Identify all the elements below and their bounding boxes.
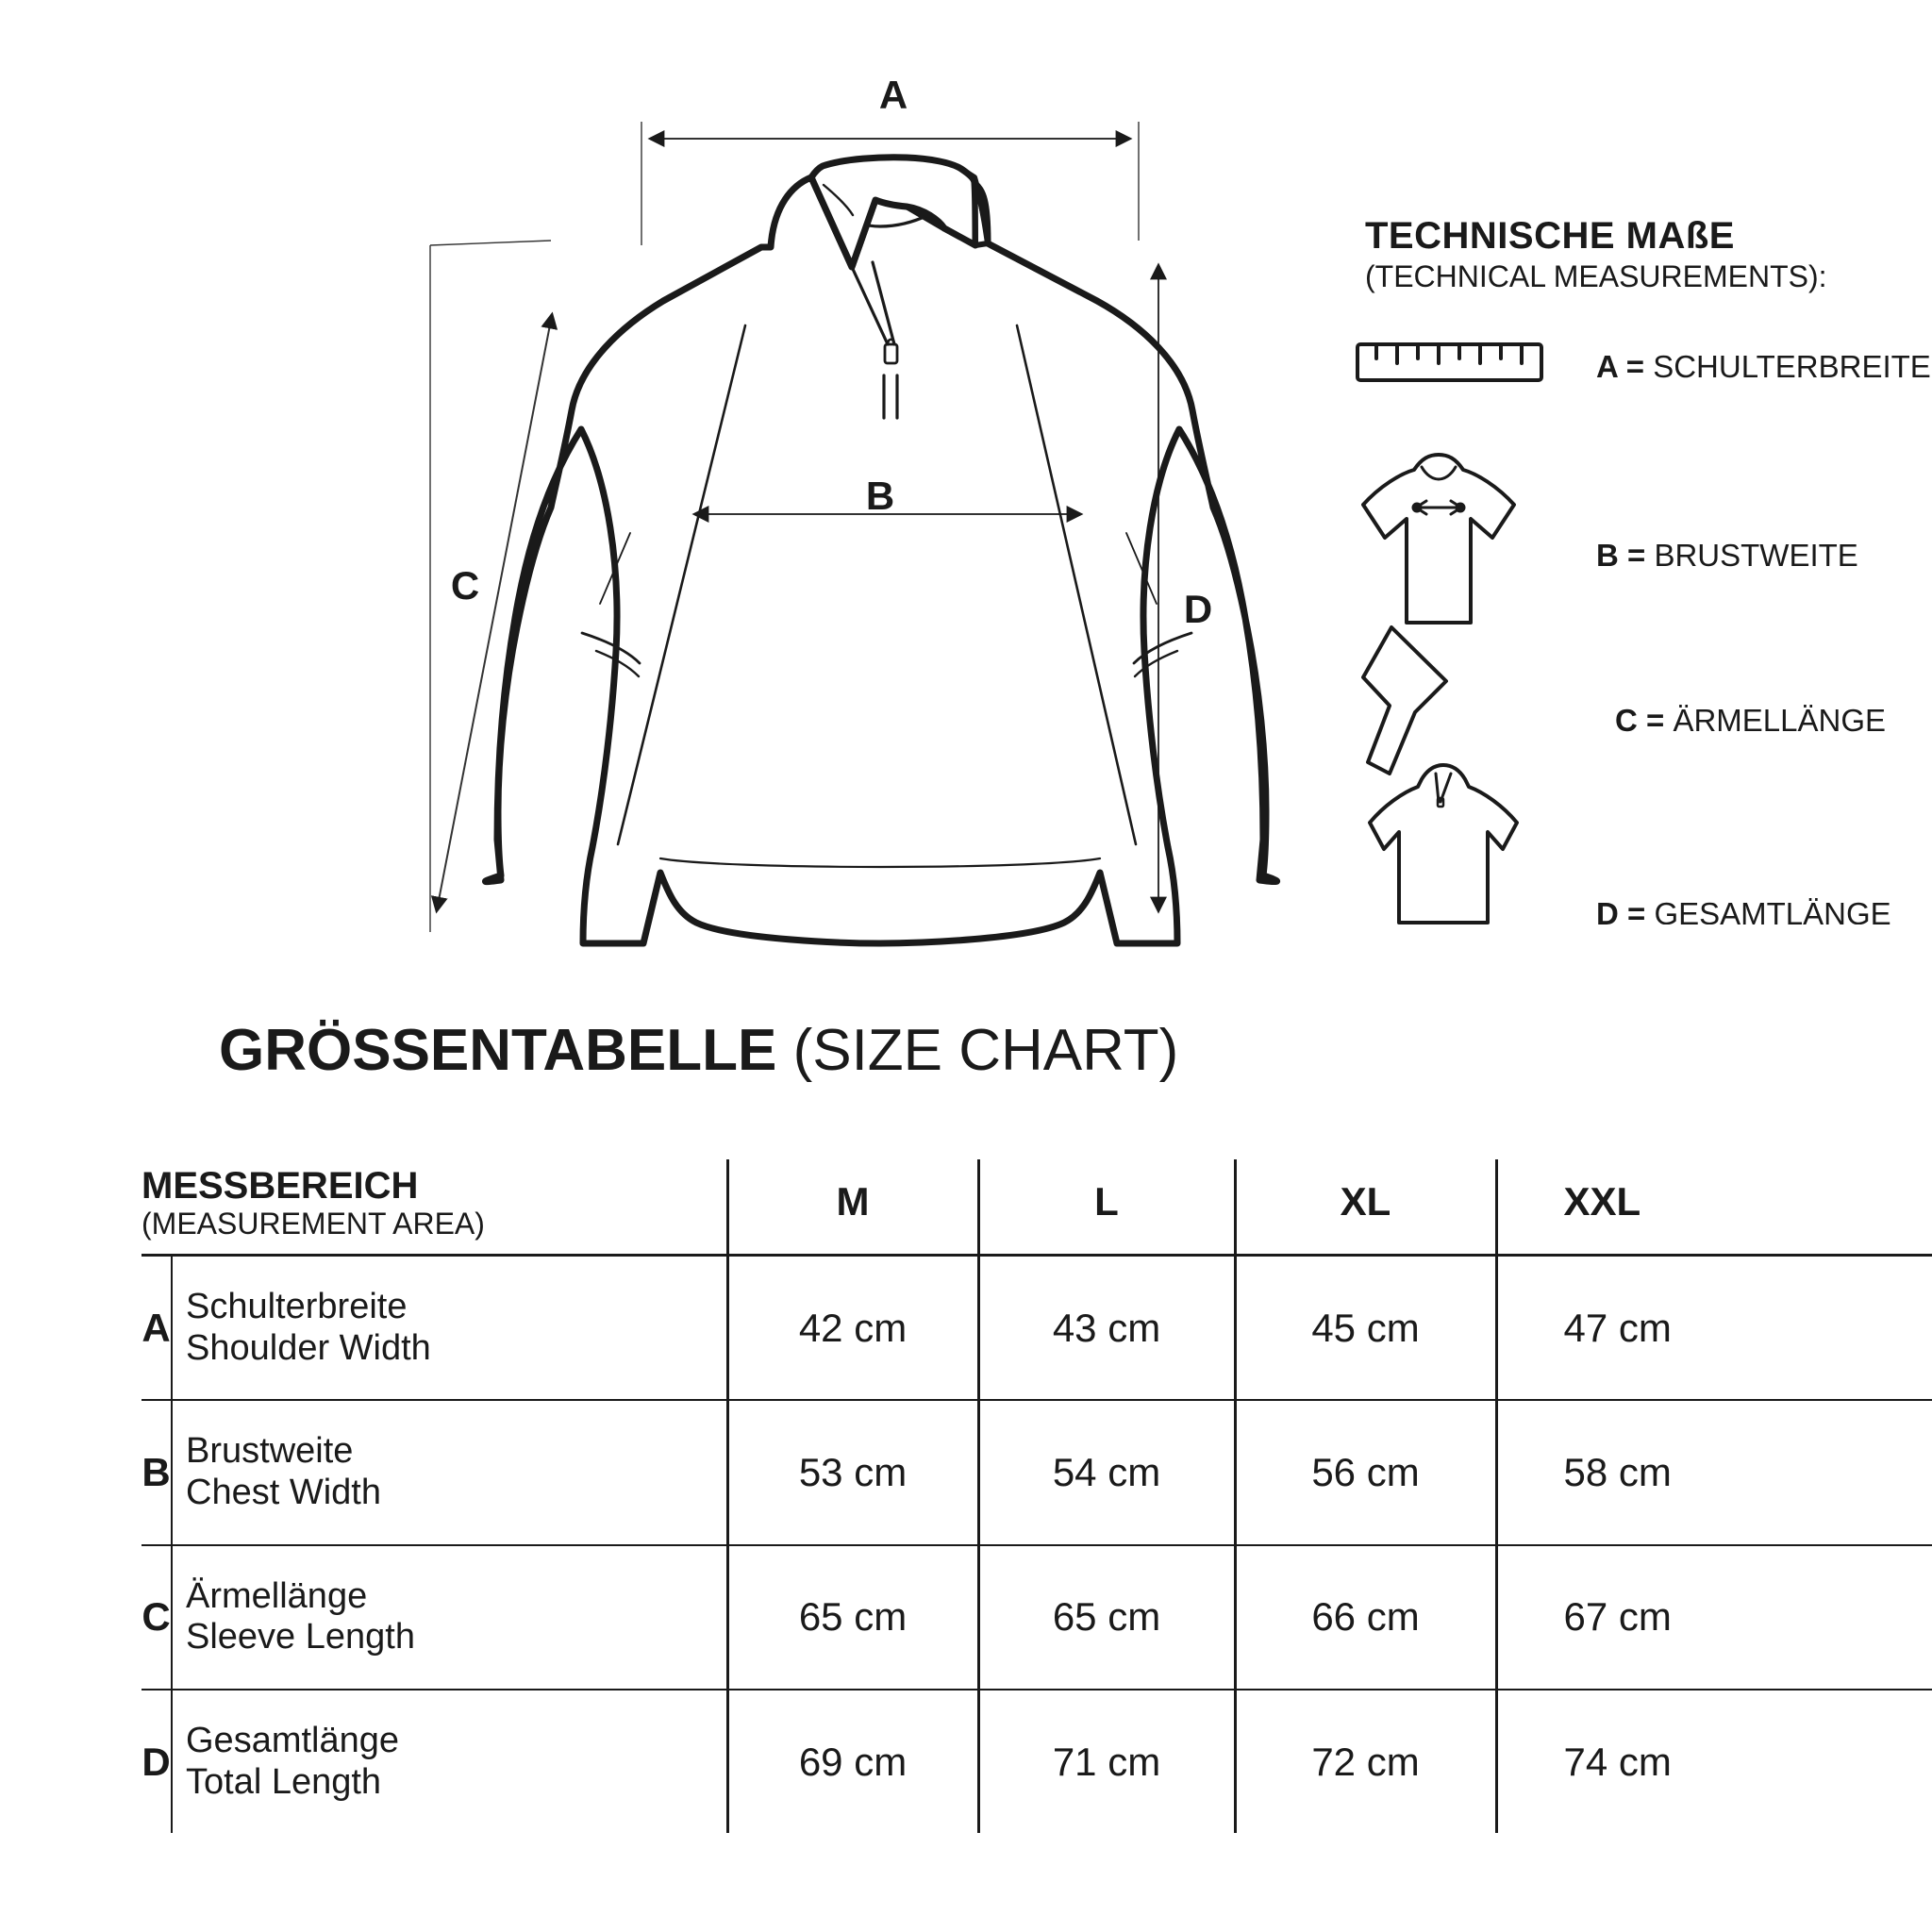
svg-text:B: B xyxy=(866,474,894,518)
svg-text:A: A xyxy=(879,73,908,117)
svg-text:C = ÄRMELLÄNGE: C = ÄRMELLÄNGE xyxy=(1615,703,1886,738)
svg-text:C: C xyxy=(451,563,479,608)
svg-text:D = GESAMTLÄNGE: D = GESAMTLÄNGE xyxy=(1596,896,1891,924)
svg-text:D: D xyxy=(1184,587,1212,631)
svg-text:A = SCHULTERBREITE: A = SCHULTERBREITE xyxy=(1596,349,1931,384)
svg-text:B = BRUSTWEITE: B = BRUSTWEITE xyxy=(1596,538,1858,573)
